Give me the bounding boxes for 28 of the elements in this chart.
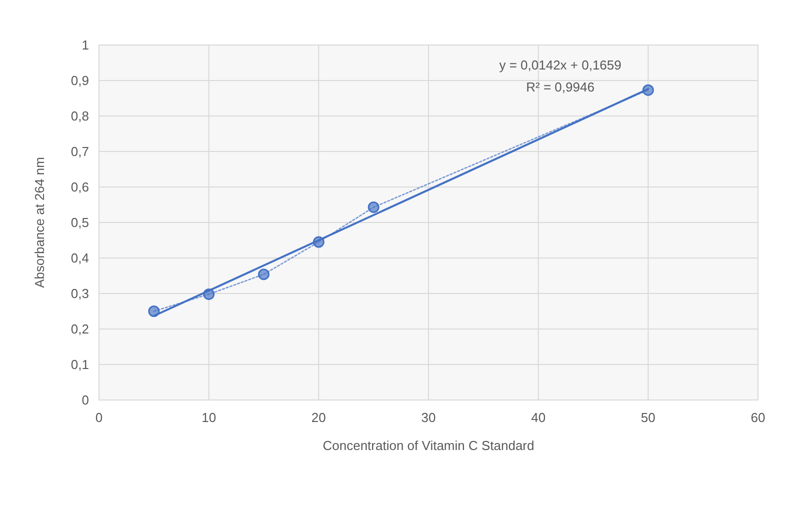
- x-tick-label: 60: [750, 410, 766, 425]
- point: [368, 201, 380, 213]
- y-tick-label: 0,8: [70, 108, 89, 124]
- y-tick-label: 0,1: [70, 357, 89, 372]
- point: [258, 268, 270, 280]
- annotation: y = 0,0142x + 0,1659: [499, 58, 622, 73]
- x-axis-title: Concentration of Vitamin C Standard: [322, 438, 534, 453]
- y-tick-label: 0: [82, 392, 89, 408]
- annotation: R² = 0,9946: [526, 80, 594, 95]
- x-tick-label: 10: [202, 410, 216, 425]
- y-tick-label: 0,4: [70, 250, 89, 266]
- y-tick-label: 0,2: [70, 322, 89, 337]
- y-tick-label: 0,7: [70, 144, 89, 160]
- x-tick-label: 20: [311, 410, 326, 425]
- x-tick-label: 0: [95, 410, 103, 425]
- point: [148, 306, 160, 317]
- y-tick-label: 0,6: [70, 180, 89, 195]
- point: [312, 236, 324, 248]
- y-tick-label: 0,3: [70, 286, 89, 302]
- y-tick-label: 0,5: [70, 215, 89, 230]
- y-tick-label: 1: [82, 38, 89, 53]
- y-tick-label: 0,9: [70, 73, 89, 88]
- x-tick-label: 50: [640, 410, 656, 425]
- x-tick-label: 40: [531, 410, 546, 425]
- point: [642, 84, 654, 96]
- x-tick-label: 30: [421, 410, 436, 425]
- point: [203, 288, 215, 300]
- y-axis-title: Absorbance at 264 nm: [32, 157, 47, 288]
